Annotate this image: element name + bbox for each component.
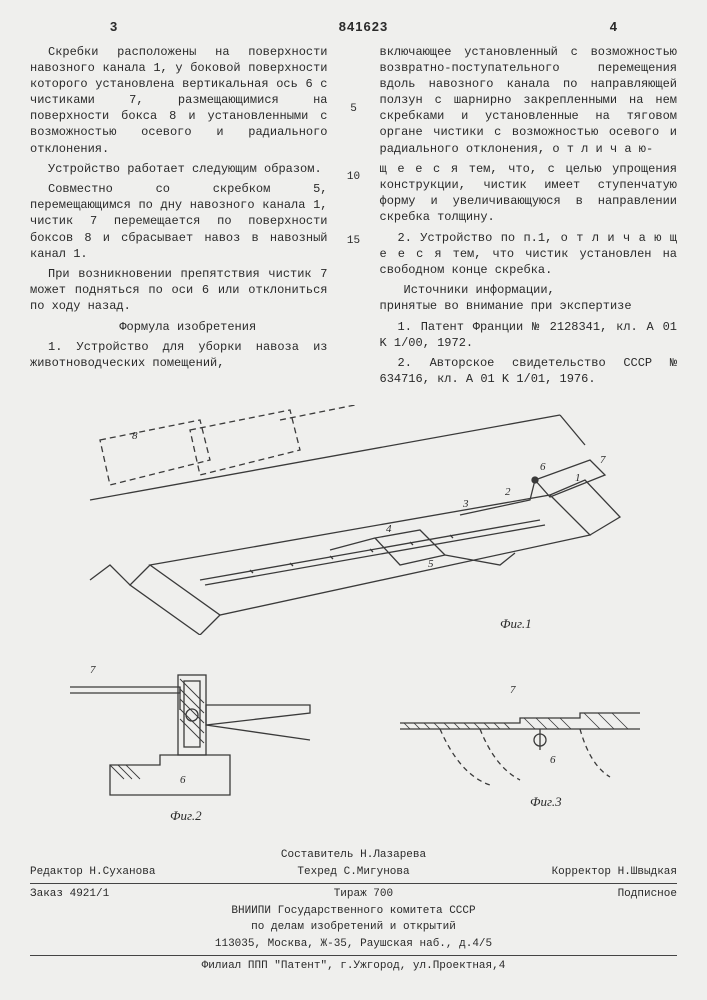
techred: Техред С.Мигунова — [297, 865, 409, 880]
order: Заказ 4921/1 — [30, 887, 109, 902]
fig2-label: Фиг.2 — [170, 807, 202, 825]
right-column: включающее установленный с возможностью … — [380, 44, 678, 392]
compiler: Составитель Н.Лазарева — [30, 848, 677, 863]
fig1-svg — [30, 405, 670, 635]
para: Скребки расположены на поверхности навоз… — [30, 44, 328, 157]
para: При возникновении препятствия чистик 7 м… — [30, 266, 328, 315]
header: 3 841623 4 — [30, 18, 677, 36]
address: 113035, Москва, Ж-35, Раушская наб., д.4… — [30, 937, 677, 952]
page-number-right: 4 — [610, 18, 617, 36]
fig3-label: Фиг.3 — [530, 793, 562, 811]
line-numbers: 5 10 15 — [346, 44, 362, 392]
circulation: Тираж 700 — [334, 887, 393, 902]
patent-number: 841623 — [117, 18, 610, 36]
para: 1. Устройство для уборки навоза из живот… — [30, 339, 328, 371]
para: Совместно со скребком 5, перемещающимся … — [30, 181, 328, 262]
para: Устройство работает следующим образом. — [30, 161, 328, 177]
corrector: Корректор Н.Швыдкая — [552, 865, 677, 880]
sources-heading: Источники информации, принятые во вниман… — [380, 282, 678, 314]
fig1-label: Фиг.1 — [500, 615, 532, 633]
text-columns: Скребки расположены на поверхности навоз… — [30, 44, 677, 392]
page-number-left: 3 — [110, 18, 117, 36]
para: включающее установленный с возможностью … — [380, 44, 678, 157]
line-num: 5 — [346, 102, 362, 117]
claims-heading: Формула изобретения — [30, 319, 328, 335]
line-num: 15 — [346, 234, 362, 249]
patent-page: 3 841623 4 Скребки расположены на поверх… — [0, 0, 707, 1000]
fig3-svg — [380, 685, 660, 805]
figures-area: 8 1 2 3 4 5 6 7 Фиг.1 — [30, 405, 677, 835]
line-num: 10 — [346, 170, 362, 185]
org-line2: по делам изобретений и открытий — [30, 920, 677, 935]
subscription: Подписное — [618, 887, 677, 902]
source-item: 2. Авторское свидетельство СССР № 634716… — [380, 355, 678, 387]
left-column: Скребки расположены на поверхности навоз… — [30, 44, 328, 392]
print-row: Заказ 4921/1 Тираж 700 Подписное — [30, 887, 677, 902]
branch: Филиал ППП "Патент", г.Ужгород, ул.Проек… — [30, 959, 677, 974]
source-item: 1. Патент Франции № 2128341, кл. A 01 K … — [380, 319, 678, 351]
credits-row: Редактор Н.Суханова Техред С.Мигунова Ко… — [30, 865, 677, 880]
para: щ е е с я тем, что, с целью упрощения ко… — [380, 161, 678, 226]
para: 2. Устройство по п.1, о т л и ч а ю щ е … — [380, 230, 678, 279]
footer: Составитель Н.Лазарева Редактор Н.Сухано… — [30, 846, 677, 976]
org-line1: ВНИИПИ Государственного комитета СССР — [30, 904, 677, 919]
fig2-svg — [60, 665, 320, 815]
editor: Редактор Н.Суханова — [30, 865, 155, 880]
